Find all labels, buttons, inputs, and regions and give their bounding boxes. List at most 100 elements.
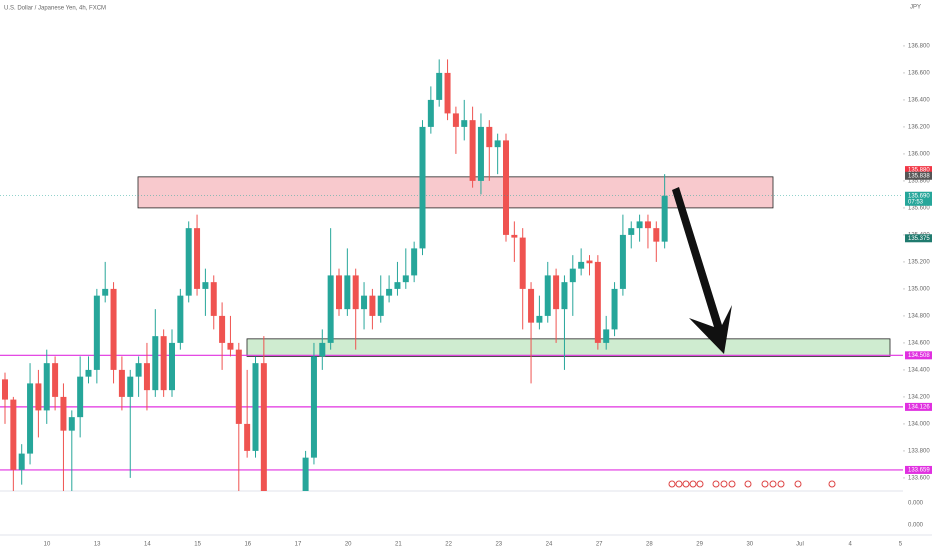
y-tick-label: 133.600 — [908, 475, 930, 481]
x-tick-label: 21 — [395, 542, 402, 548]
x-tick-label: 17 — [295, 542, 302, 548]
x-tick-label: 16 — [244, 542, 251, 548]
candle-body — [461, 120, 468, 127]
event-icons — [668, 480, 836, 488]
candle-body — [27, 383, 34, 454]
price-label: 135.690 — [908, 193, 930, 199]
candle-body — [35, 383, 42, 411]
candle-body — [661, 195, 668, 242]
x-tick-label: 10 — [44, 542, 51, 548]
candle-body — [469, 120, 476, 181]
event-icon — [777, 480, 785, 488]
level-label: 133.659 — [908, 468, 930, 474]
zone — [246, 338, 891, 357]
candle-body — [127, 376, 134, 397]
lower-pane-label: 0.000 — [908, 523, 924, 529]
candle-body — [603, 329, 610, 343]
x-tick-label: 24 — [546, 542, 553, 548]
event-icon — [682, 480, 690, 488]
candle-body — [227, 342, 234, 350]
candle-body — [194, 228, 201, 289]
candle-body — [2, 379, 8, 400]
event-icon — [794, 480, 802, 488]
candle-body — [319, 342, 326, 357]
candle-body — [494, 140, 501, 148]
x-tick-label: 13 — [94, 542, 101, 548]
candle-body — [594, 261, 601, 343]
y-tick-label: 134.200 — [908, 394, 930, 400]
level-label: 134.126 — [908, 404, 930, 410]
candle-body — [52, 363, 59, 397]
candle-body — [436, 72, 443, 100]
candle-body — [503, 140, 509, 235]
event-icon — [675, 480, 683, 488]
candle-body — [294, 505, 300, 525]
candle-body — [444, 72, 451, 114]
currency: JPY — [910, 5, 921, 11]
level-label-box — [905, 351, 932, 360]
candle-body — [102, 288, 109, 296]
candle-body — [352, 275, 359, 310]
candle-body — [336, 275, 342, 310]
candle-body — [427, 99, 434, 127]
event-icon — [668, 480, 676, 488]
y-tick-label: 134.600 — [908, 340, 930, 346]
candle-body — [260, 363, 267, 491]
candle-body — [118, 369, 125, 397]
candle-body — [578, 261, 585, 269]
candle-body — [152, 336, 159, 391]
candle-body — [210, 282, 217, 316]
candle-body — [77, 376, 84, 418]
candle-body — [160, 336, 167, 391]
event-icon — [761, 480, 769, 488]
candle-body — [644, 221, 651, 229]
price-label-box — [905, 191, 932, 206]
price-label-box — [905, 234, 932, 243]
candle-body — [244, 423, 251, 451]
candle-body — [528, 288, 535, 323]
candle-body — [60, 396, 67, 431]
candle-body — [561, 282, 568, 310]
arrow — [672, 187, 732, 354]
candle-body — [85, 369, 92, 377]
candle-body — [611, 288, 618, 330]
event-icon — [712, 480, 720, 488]
x-tick-label: 23 — [495, 542, 502, 548]
candle-body — [553, 275, 560, 310]
y-tick-label: 136.800 — [908, 43, 930, 49]
y-tick-label: 136.600 — [908, 70, 930, 76]
event-icon — [689, 480, 697, 488]
candle-body — [202, 282, 209, 289]
x-tick-label: Jul — [796, 542, 804, 548]
price-label-box — [905, 171, 932, 180]
candle-body — [544, 275, 551, 316]
candle-body — [636, 221, 643, 229]
candle-body — [619, 234, 626, 289]
candle-body — [344, 275, 351, 310]
candle-body — [486, 126, 493, 148]
y-tick-label: 135.600 — [908, 205, 930, 211]
candle-body — [169, 342, 175, 391]
x-tick-label: 22 — [445, 542, 452, 548]
level-label-box — [905, 402, 932, 411]
y-tick-label: 134.000 — [908, 421, 930, 427]
candle-body — [586, 260, 593, 264]
y-tick-label: 136.400 — [908, 97, 930, 103]
event-icon — [828, 480, 836, 488]
x-tick-label: 28 — [646, 542, 653, 548]
y-tick-label: 135.000 — [908, 286, 930, 292]
x-tick-label: 20 — [345, 542, 352, 548]
candle-body — [110, 288, 117, 370]
price-label: 135.375 — [908, 236, 930, 242]
y-tick-label: 134.800 — [908, 313, 930, 319]
y-tick-label: 135.800 — [908, 178, 930, 184]
candle-body — [252, 363, 259, 451]
candle-body — [310, 356, 317, 458]
candle-body — [361, 295, 368, 310]
candle-body — [477, 126, 484, 181]
candle-body — [452, 113, 459, 127]
chart-title: U.S. Dollar / Japanese Yen, 4h, FXCM — [4, 6, 106, 12]
event-icon — [696, 480, 704, 488]
candle-body — [278, 512, 284, 519]
